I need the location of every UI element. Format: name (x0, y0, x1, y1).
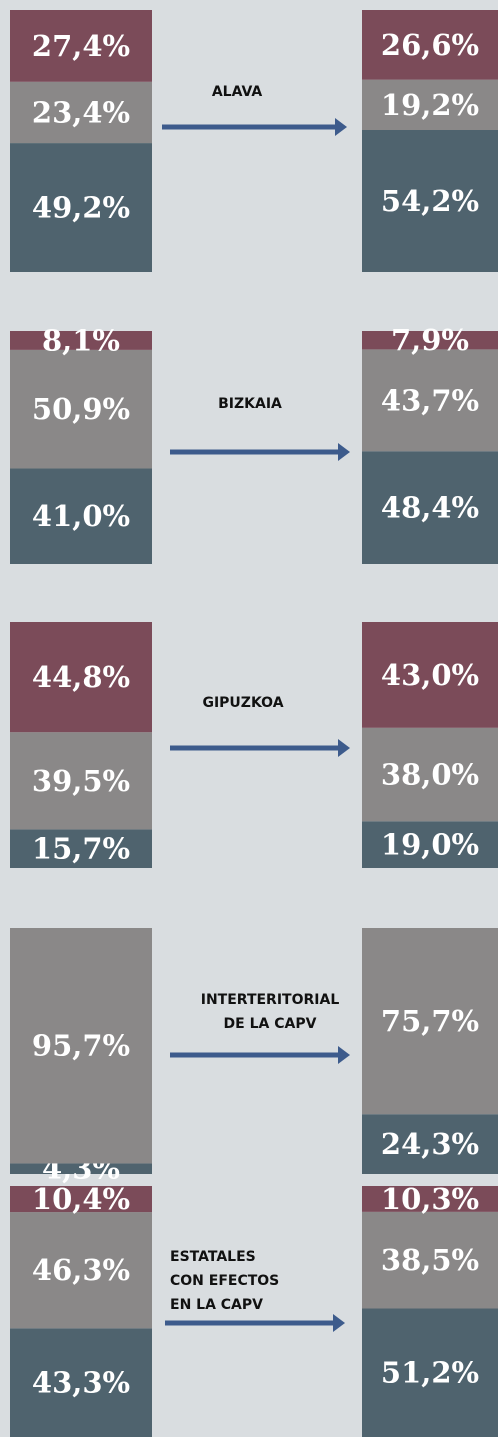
value-label: 43,7% (381, 383, 479, 417)
value-label: 19,0% (381, 828, 479, 862)
value-label: 48,4% (381, 491, 479, 525)
value-label: 8,1% (42, 323, 120, 357)
bar-segment (10, 1186, 152, 1213)
value-label: 50,9% (32, 392, 130, 426)
bar-segment (362, 1211, 498, 1309)
bar-segment (10, 1163, 152, 1174)
bar-segment (362, 451, 498, 564)
value-label: 10,4% (32, 1182, 130, 1216)
bar-segment (362, 928, 498, 1115)
bar-segment (362, 129, 498, 272)
bar-segment (10, 10, 152, 82)
value-label: 38,0% (381, 758, 479, 792)
bar-segment (362, 349, 498, 452)
value-label: 26,6% (381, 28, 479, 62)
bar-segment (362, 10, 498, 80)
group-title: CON EFECTOS (170, 1273, 279, 1289)
group-title: ALAVA (212, 84, 263, 100)
bar-segment (362, 1308, 498, 1437)
bar-segment (362, 727, 498, 822)
group-title: DE LA CAPV (224, 1016, 317, 1032)
value-label: 43,0% (381, 658, 479, 692)
arrow-head (338, 443, 350, 461)
value-label: 54,2% (381, 184, 479, 218)
arrow-head (338, 1046, 350, 1064)
arrow-head (338, 739, 350, 757)
value-label: 46,3% (32, 1253, 130, 1287)
group-title: BIZKAIA (218, 396, 282, 412)
value-label: 44,8% (32, 660, 130, 694)
bar-segment (10, 622, 152, 733)
bar-segment (362, 821, 498, 868)
value-label: 15,7% (32, 832, 130, 866)
arrow-head (333, 1314, 345, 1332)
bar-segment (10, 829, 152, 868)
bar-segment (10, 81, 152, 144)
value-label: 7,9% (391, 323, 469, 357)
bar-segment (10, 1328, 152, 1437)
bar-segment (10, 928, 152, 1164)
bar-segment (10, 349, 152, 469)
bar-segment (362, 1114, 498, 1174)
bar-segment (362, 331, 498, 350)
value-label: 41,0% (32, 499, 130, 533)
bar-segment (362, 79, 498, 130)
bar-segment (362, 622, 498, 728)
group-title: GIPUZKOA (202, 695, 283, 711)
value-label: 38,5% (381, 1243, 479, 1277)
bar-segment (10, 732, 152, 830)
value-label: 19,2% (381, 88, 479, 122)
value-label: 23,4% (32, 95, 130, 129)
group-title: EN LA CAPV (170, 1297, 263, 1313)
bar-segment (10, 468, 152, 564)
bar-segment (10, 331, 152, 350)
value-label: 75,7% (381, 1004, 479, 1038)
value-label: 27,4% (32, 29, 130, 63)
value-label: 10,3% (381, 1182, 479, 1216)
group-title: INTERTERITORIAL (201, 992, 340, 1008)
value-label: 43,3% (32, 1366, 130, 1400)
value-label: 95,7% (32, 1029, 130, 1063)
bar-segment (362, 1186, 498, 1212)
value-label: 51,2% (381, 1356, 479, 1390)
arrow-head (335, 118, 347, 136)
bar-segment (10, 143, 152, 272)
value-label: 39,5% (32, 764, 130, 798)
value-label: 49,2% (32, 191, 130, 225)
group-title: ESTATALES (170, 1249, 256, 1265)
bar-segment (10, 1212, 152, 1329)
value-label: 24,3% (381, 1127, 479, 1161)
